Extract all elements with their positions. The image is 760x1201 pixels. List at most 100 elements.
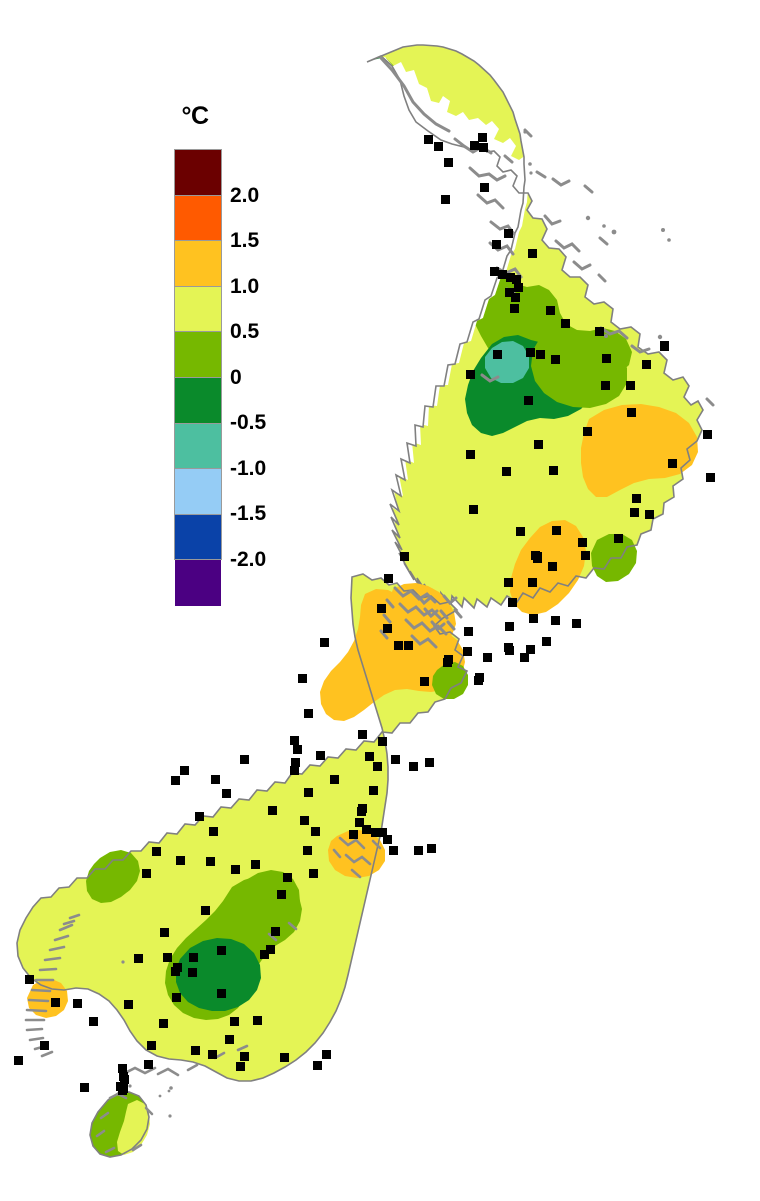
station-marker bbox=[441, 195, 450, 204]
station-marker bbox=[240, 1052, 249, 1061]
station-marker bbox=[490, 267, 499, 276]
station-marker bbox=[595, 327, 604, 336]
station-marker bbox=[645, 510, 654, 519]
station-marker bbox=[383, 835, 392, 844]
station-marker bbox=[548, 562, 557, 571]
station-marker bbox=[552, 526, 561, 535]
station-marker bbox=[400, 552, 409, 561]
station-marker bbox=[268, 806, 277, 815]
station-marker bbox=[304, 709, 313, 718]
station-marker bbox=[173, 963, 182, 972]
station-marker bbox=[483, 653, 492, 662]
station-marker bbox=[290, 736, 299, 745]
legend-tick-labels: 2.0 1.5 1.0 0.5 0 -0.5 -1.0 -1.5 -2.0 bbox=[230, 149, 282, 570]
station-marker bbox=[551, 355, 560, 364]
islet bbox=[158, 1094, 162, 1098]
station-marker bbox=[463, 647, 472, 656]
station-marker bbox=[632, 494, 641, 503]
station-marker bbox=[225, 1035, 234, 1044]
islet bbox=[128, 1084, 132, 1088]
legend-color-bar bbox=[174, 149, 222, 606]
station-marker bbox=[120, 1075, 129, 1084]
station-marker bbox=[293, 745, 302, 754]
islet bbox=[585, 215, 591, 221]
station-marker bbox=[251, 860, 260, 869]
islet bbox=[604, 334, 608, 338]
station-marker bbox=[498, 270, 507, 279]
legend-swatch-1.0-1.5 bbox=[175, 241, 221, 287]
station-marker bbox=[369, 786, 378, 795]
station-marker bbox=[601, 381, 610, 390]
station-marker bbox=[209, 827, 218, 836]
station-marker bbox=[355, 818, 364, 827]
legend-label--2.0: -2.0 bbox=[230, 548, 267, 571]
station-marker bbox=[159, 1019, 168, 1028]
station-marker bbox=[478, 133, 487, 142]
station-marker bbox=[378, 737, 387, 746]
climate-station-markers bbox=[14, 133, 715, 1095]
station-marker bbox=[542, 637, 551, 646]
station-marker bbox=[217, 946, 226, 955]
station-marker bbox=[384, 574, 393, 583]
legend-label-0: 0 bbox=[230, 366, 242, 389]
station-marker bbox=[330, 775, 339, 784]
station-marker bbox=[160, 928, 169, 937]
station-marker bbox=[271, 927, 280, 936]
station-marker bbox=[475, 673, 484, 682]
region-banks-peninsula-orange bbox=[328, 830, 385, 878]
station-marker bbox=[373, 762, 382, 771]
station-marker bbox=[510, 304, 519, 313]
station-marker bbox=[176, 856, 185, 865]
fiordland-fjords-detail bbox=[24, 913, 81, 1058]
station-marker bbox=[191, 1046, 200, 1055]
temperature-legend: °C 2.0 1.5 1.0 0.5 0 -0.5 -1.0 -1.5 -2.0 bbox=[160, 100, 282, 606]
south-island-coastline bbox=[16, 573, 469, 1082]
station-marker bbox=[80, 1083, 89, 1092]
station-marker bbox=[144, 1060, 153, 1069]
station-marker bbox=[89, 1017, 98, 1026]
station-marker bbox=[290, 766, 299, 775]
station-marker bbox=[222, 789, 231, 798]
islet bbox=[168, 1114, 172, 1118]
station-marker bbox=[404, 641, 413, 650]
station-marker bbox=[420, 677, 429, 686]
station-marker bbox=[581, 551, 590, 560]
station-marker bbox=[414, 846, 423, 855]
region-south-island-base bbox=[17, 574, 467, 1081]
station-marker bbox=[505, 646, 514, 655]
stewart-island-group bbox=[89, 1091, 154, 1158]
south-coast-detail bbox=[123, 1044, 249, 1077]
station-marker bbox=[118, 1086, 127, 1095]
islet bbox=[167, 1089, 171, 1093]
east-coast-detail bbox=[267, 836, 382, 942]
station-marker bbox=[424, 135, 433, 144]
station-marker bbox=[260, 950, 269, 959]
station-marker bbox=[240, 755, 249, 764]
station-marker bbox=[217, 989, 226, 998]
station-marker bbox=[549, 466, 558, 475]
station-marker bbox=[434, 142, 443, 151]
station-marker bbox=[394, 641, 403, 650]
station-marker bbox=[504, 229, 513, 238]
station-marker bbox=[533, 554, 542, 563]
islet bbox=[528, 162, 532, 166]
station-marker bbox=[614, 534, 623, 543]
legend-swatch-1.5-2.0 bbox=[175, 195, 221, 242]
station-marker bbox=[425, 758, 434, 767]
region-west-coast-olive bbox=[86, 850, 140, 903]
station-marker bbox=[536, 350, 545, 359]
station-marker bbox=[383, 624, 392, 633]
station-marker bbox=[134, 954, 143, 963]
station-marker bbox=[320, 638, 329, 647]
region-stewart-island-yellow bbox=[117, 1100, 150, 1155]
legend-swatch-0.5-1.0 bbox=[175, 286, 221, 333]
station-marker bbox=[668, 459, 677, 468]
station-marker bbox=[642, 360, 651, 369]
station-marker bbox=[142, 869, 151, 878]
station-marker bbox=[188, 968, 197, 977]
station-marker bbox=[409, 762, 418, 771]
station-marker bbox=[630, 508, 639, 517]
islet bbox=[602, 224, 606, 228]
